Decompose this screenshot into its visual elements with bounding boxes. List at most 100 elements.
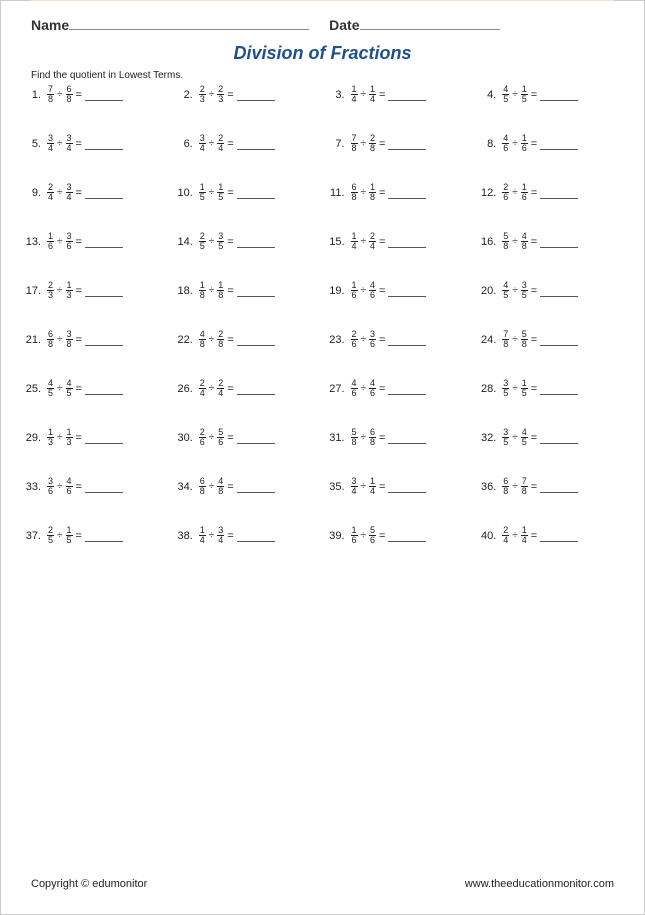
equals-sign: = xyxy=(76,334,82,346)
problem: 35.34÷14= xyxy=(325,477,473,496)
answer-line[interactable] xyxy=(237,88,275,101)
answer-line[interactable] xyxy=(540,529,578,542)
equals-sign: = xyxy=(531,89,537,101)
fraction-b: 13 xyxy=(66,281,73,300)
equals-sign: = xyxy=(76,285,82,297)
answer-line[interactable] xyxy=(237,284,275,297)
answer-line[interactable] xyxy=(388,235,426,248)
equals-sign: = xyxy=(227,530,233,542)
fraction-a: 45 xyxy=(502,85,509,104)
fraction-b: 45 xyxy=(66,379,73,398)
answer-line[interactable] xyxy=(388,137,426,150)
answer-line[interactable] xyxy=(388,382,426,395)
fraction-b: 14 xyxy=(369,477,376,496)
fraction-b: 14 xyxy=(521,526,528,545)
fraction-a: 34 xyxy=(351,477,358,496)
answer-line[interactable] xyxy=(540,333,578,346)
answer-line[interactable] xyxy=(85,431,123,444)
answer-line[interactable] xyxy=(237,431,275,444)
problem-number: 7. xyxy=(325,138,345,150)
answer-line[interactable] xyxy=(85,480,123,493)
answer-line[interactable] xyxy=(388,88,426,101)
divide-operator: ÷ xyxy=(209,481,215,492)
problem-number: 13. xyxy=(21,236,41,248)
equals-sign: = xyxy=(227,334,233,346)
answer-line[interactable] xyxy=(85,284,123,297)
answer-line[interactable] xyxy=(237,529,275,542)
divide-operator: ÷ xyxy=(209,334,215,345)
answer-line[interactable] xyxy=(540,137,578,150)
answer-line[interactable] xyxy=(85,382,123,395)
divide-operator: ÷ xyxy=(361,383,367,394)
answer-line[interactable] xyxy=(388,480,426,493)
divide-operator: ÷ xyxy=(512,530,518,541)
fraction-a: 16 xyxy=(351,281,358,300)
equals-sign: = xyxy=(76,89,82,101)
answer-line[interactable] xyxy=(85,333,123,346)
answer-line[interactable] xyxy=(85,88,123,101)
problem-number: 2. xyxy=(173,89,193,101)
fraction-b: 38 xyxy=(66,330,73,349)
fraction-b: 48 xyxy=(521,232,528,251)
answer-line[interactable] xyxy=(388,333,426,346)
answer-line[interactable] xyxy=(388,529,426,542)
answer-line[interactable] xyxy=(237,137,275,150)
date-input-line[interactable] xyxy=(360,15,500,30)
problem: 33.36÷46= xyxy=(21,477,169,496)
divide-operator: ÷ xyxy=(209,236,215,247)
problem: 27.46÷46= xyxy=(325,379,473,398)
answer-line[interactable] xyxy=(540,382,578,395)
answer-line[interactable] xyxy=(540,235,578,248)
answer-line[interactable] xyxy=(237,382,275,395)
answer-line[interactable] xyxy=(237,235,275,248)
fraction-a: 46 xyxy=(502,134,509,153)
equals-sign: = xyxy=(379,285,385,297)
answer-line[interactable] xyxy=(237,186,275,199)
fraction-b: 18 xyxy=(369,183,376,202)
equals-sign: = xyxy=(379,432,385,444)
problem: 18.18÷18= xyxy=(173,281,321,300)
answer-line[interactable] xyxy=(85,235,123,248)
answer-line[interactable] xyxy=(85,529,123,542)
fraction-b: 28 xyxy=(217,330,224,349)
problem: 34.68÷48= xyxy=(173,477,321,496)
fraction-a: 14 xyxy=(351,85,358,104)
equals-sign: = xyxy=(531,334,537,346)
answer-line[interactable] xyxy=(540,480,578,493)
fraction-a: 78 xyxy=(502,330,509,349)
equals-sign: = xyxy=(76,481,82,493)
answer-line[interactable] xyxy=(540,431,578,444)
equals-sign: = xyxy=(76,432,82,444)
date-label: Date xyxy=(329,17,359,33)
problem-number: 38. xyxy=(173,530,193,542)
name-label: Name xyxy=(31,17,69,33)
answer-line[interactable] xyxy=(237,333,275,346)
problem: 12.26÷16= xyxy=(476,183,624,202)
fraction-a: 16 xyxy=(351,526,358,545)
fraction-a: 14 xyxy=(351,232,358,251)
answer-line[interactable] xyxy=(540,284,578,297)
problem: 2.23÷23= xyxy=(173,85,321,104)
fraction-b: 45 xyxy=(521,428,528,447)
problem: 1.78÷68= xyxy=(21,85,169,104)
problem-number: 30. xyxy=(173,432,193,444)
answer-line[interactable] xyxy=(540,186,578,199)
equals-sign: = xyxy=(531,285,537,297)
name-input-line[interactable] xyxy=(69,15,309,30)
answer-line[interactable] xyxy=(237,480,275,493)
answer-line[interactable] xyxy=(388,431,426,444)
answer-line[interactable] xyxy=(540,88,578,101)
problem: 29.13÷13= xyxy=(21,428,169,447)
problem: 37.25÷15= xyxy=(21,526,169,545)
answer-line[interactable] xyxy=(388,186,426,199)
divide-operator: ÷ xyxy=(57,285,63,296)
answer-line[interactable] xyxy=(85,186,123,199)
problem: 30.26÷56= xyxy=(173,428,321,447)
answer-line[interactable] xyxy=(388,284,426,297)
problem: 9.24÷34= xyxy=(21,183,169,202)
fraction-b: 14 xyxy=(369,85,376,104)
answer-line[interactable] xyxy=(85,137,123,150)
problem-number: 35. xyxy=(325,481,345,493)
fraction-a: 24 xyxy=(47,183,54,202)
equals-sign: = xyxy=(531,236,537,248)
